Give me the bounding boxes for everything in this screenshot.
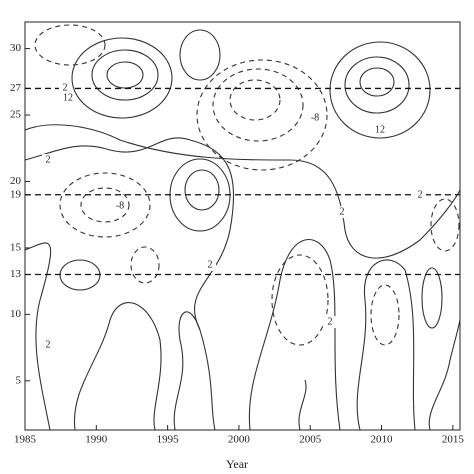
contour-label: 12 [63, 92, 73, 103]
contour-label-bg [374, 124, 386, 136]
contour-label: 2 [63, 82, 68, 93]
y-tick-label: 27 [10, 82, 22, 94]
contour-label-bg [114, 200, 126, 212]
x-tick-label: 1985 [14, 434, 37, 446]
y-tick-label: 13 [10, 268, 22, 280]
contour-label: 2 [418, 189, 423, 200]
y-tick-label: 15 [10, 241, 22, 253]
x-tick-label: 2005 [299, 434, 322, 446]
contour-label-bg [324, 316, 336, 328]
x-axis-label: Year [226, 457, 248, 471]
contour-label-bg [59, 82, 71, 94]
contour-lines [24, 24, 461, 431]
contour-label: 12 [375, 124, 385, 135]
plot-frame [24, 21, 461, 431]
y-tick-label: 5 [16, 374, 22, 386]
y-tick-label: 20 [10, 175, 22, 187]
y-tick-label: 19 [10, 188, 22, 200]
x-tick-label: 1990 [85, 434, 108, 446]
contour-label-bg [309, 112, 321, 124]
contour-label-bg [62, 92, 74, 104]
contour-label: 2 [46, 339, 51, 350]
contour-label: -8 [116, 200, 124, 211]
x-tick-label: 2000 [228, 434, 251, 446]
y-tick-label: 30 [10, 42, 22, 54]
contour-label-bg [42, 339, 54, 351]
contour-label-bg [204, 259, 216, 271]
x-tick-label: 2015 [442, 434, 465, 446]
contour-label-bg [414, 189, 426, 201]
contour-label: -8 [311, 112, 319, 123]
contour-label-bg [336, 206, 348, 218]
x-tick-label: 1995 [157, 434, 180, 446]
y-tick-label: 10 [10, 308, 22, 320]
contour-label: 2 [46, 154, 51, 165]
contour-label: 2 [328, 316, 333, 327]
contour-label: 2 [208, 259, 213, 270]
contour-label: 2 [340, 206, 345, 217]
x-tick-label: 2010 [371, 434, 394, 446]
contour-label-bg [42, 154, 54, 166]
y-tick-label: 25 [10, 109, 22, 121]
